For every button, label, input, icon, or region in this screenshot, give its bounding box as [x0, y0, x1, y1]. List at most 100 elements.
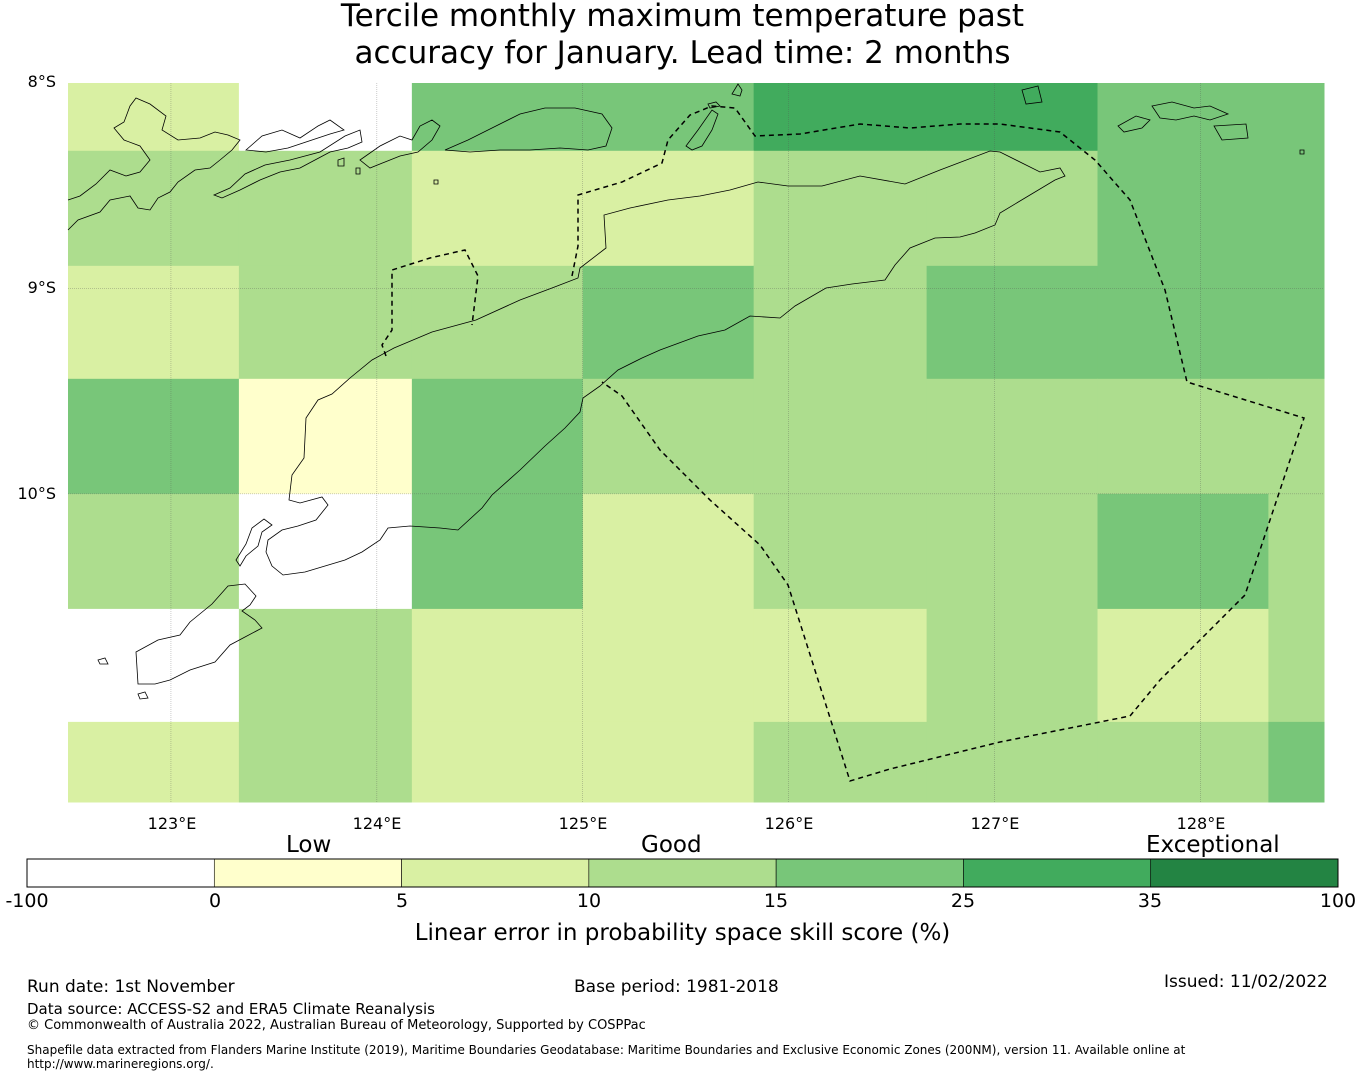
grid-cell: [753, 150, 928, 267]
grid-cell: [753, 608, 928, 723]
colorbar-segments: [26, 858, 1339, 888]
grid-cell: [1268, 378, 1325, 495]
lon-tick-123: 123°E: [147, 814, 197, 833]
grid-cell: [238, 150, 413, 267]
colorbar-segment: [401, 858, 590, 888]
grid-cell: [238, 265, 413, 380]
lon-tick-126: 126°E: [764, 814, 814, 833]
grid-cell: [1268, 721, 1325, 803]
lat-tick-10s: 10°S: [17, 484, 56, 503]
title-line-1: Tercile monthly maximum temperature past: [340, 0, 1025, 34]
grid-cell: [238, 83, 413, 152]
cb-tick-0: 0: [208, 890, 222, 912]
cb-tick-15: 15: [763, 890, 789, 912]
cb-tick-10: 10: [576, 890, 602, 912]
coastline-islet-5: [433, 179, 439, 185]
grid-cell: [753, 265, 928, 380]
cb-tick-5: 5: [395, 890, 409, 912]
coastline-lakor: [1213, 123, 1249, 141]
base-period: Base period: 1981-2018: [574, 977, 779, 997]
coastline-leti: [1117, 115, 1151, 133]
grid-cell: [1268, 493, 1325, 610]
coastline-islet-4: [707, 101, 721, 109]
coastlines: [67, 83, 1305, 700]
grid-cell: [68, 721, 240, 803]
cb-tick-25: 25: [950, 890, 976, 912]
grid-cell: [926, 83, 1099, 152]
grid-cell: [68, 150, 240, 267]
graticule: [68, 83, 1324, 802]
grid-cell: [411, 493, 584, 610]
colorbar-segment: [1150, 858, 1339, 888]
grid-cell: [411, 608, 584, 723]
coastline-islet-6: [731, 83, 743, 97]
grid-cell: [926, 608, 1099, 723]
eez-timor-leste: [571, 105, 1305, 782]
run-date: Run date: 1st November: [27, 977, 235, 997]
coastline-islet-8: [1299, 149, 1305, 155]
category-exceptional: Exceptional: [1146, 832, 1280, 858]
coastline-semau: [235, 518, 273, 567]
grid-cell: [1268, 265, 1325, 380]
grid-cell: [1097, 721, 1269, 803]
grid-cell: [582, 83, 755, 152]
grid-cell: [238, 721, 413, 803]
map-title: Tercile monthly maximum temperature past…: [0, 0, 1365, 72]
grid-cell: [582, 493, 755, 610]
cb-tick-100: 100: [1319, 890, 1357, 912]
grid-cell: [411, 83, 584, 152]
coastline-wetar: [444, 107, 613, 153]
coastline-atauro: [685, 109, 719, 151]
coastline-islet-3: [355, 167, 361, 175]
shapefile-url: http://www.marineregions.org/.: [27, 1057, 214, 1071]
grid-cell: [582, 721, 755, 803]
title-line-2: accuracy for January. Lead time: 2 month…: [354, 35, 1011, 71]
grid-cell: [68, 265, 240, 380]
grid-cell: [582, 378, 755, 495]
grid-cell: [68, 83, 240, 152]
colorbar-segment: [775, 858, 964, 888]
lon-tick-125: 125°E: [558, 814, 608, 833]
skill-grid: [68, 83, 1325, 803]
lon-tick-127: 127°E: [970, 814, 1020, 833]
data-source: Data source: ACCESS-S2 and ERA5 Climate …: [27, 1000, 435, 1018]
colorbar-segment: [26, 858, 215, 888]
grid-cell: [926, 150, 1099, 267]
coastline-pantar: [245, 119, 345, 153]
colorbar-label: Linear error in probability space skill …: [414, 920, 951, 946]
grid-cell: [1268, 150, 1325, 267]
coastline-alor: [212, 129, 363, 199]
grid-cell: [926, 378, 1099, 495]
cb-tick-35: 35: [1137, 890, 1163, 912]
grid-cell: [1268, 608, 1325, 723]
grid-cell: [411, 150, 584, 267]
coastline-timor: [265, 150, 1066, 576]
coastline-moa: [1151, 101, 1230, 121]
eez-oecusse: [381, 249, 479, 357]
grid-cell: [238, 493, 413, 610]
category-low: Low: [286, 832, 332, 858]
colorbar-segment: [588, 858, 777, 888]
grid-cell: [1097, 150, 1269, 267]
grid-cell: [926, 265, 1099, 380]
grid-cell: [68, 608, 240, 723]
grid-cell: [238, 608, 413, 723]
lat-tick-9s: 9°S: [27, 278, 56, 297]
coastline-alor-east: [359, 119, 441, 169]
grid-cell: [753, 83, 928, 152]
copyright: © Commonwealth of Australia 2022, Austra…: [27, 1018, 646, 1033]
coastline-flores: [67, 97, 241, 231]
grid-cell: [1097, 493, 1269, 610]
grid-cell: [68, 378, 240, 495]
coastline-islet: [137, 691, 149, 700]
cb-tick-minus100: -100: [5, 890, 49, 912]
grid-cell: [1097, 608, 1269, 723]
colorbar-segment: [213, 858, 402, 888]
coastline-ndao: [97, 657, 109, 665]
grid-cell: [1097, 265, 1269, 380]
grid-cell: [1268, 83, 1325, 152]
grid-cell: [753, 378, 928, 495]
lon-tick-128: 128°E: [1176, 814, 1226, 833]
